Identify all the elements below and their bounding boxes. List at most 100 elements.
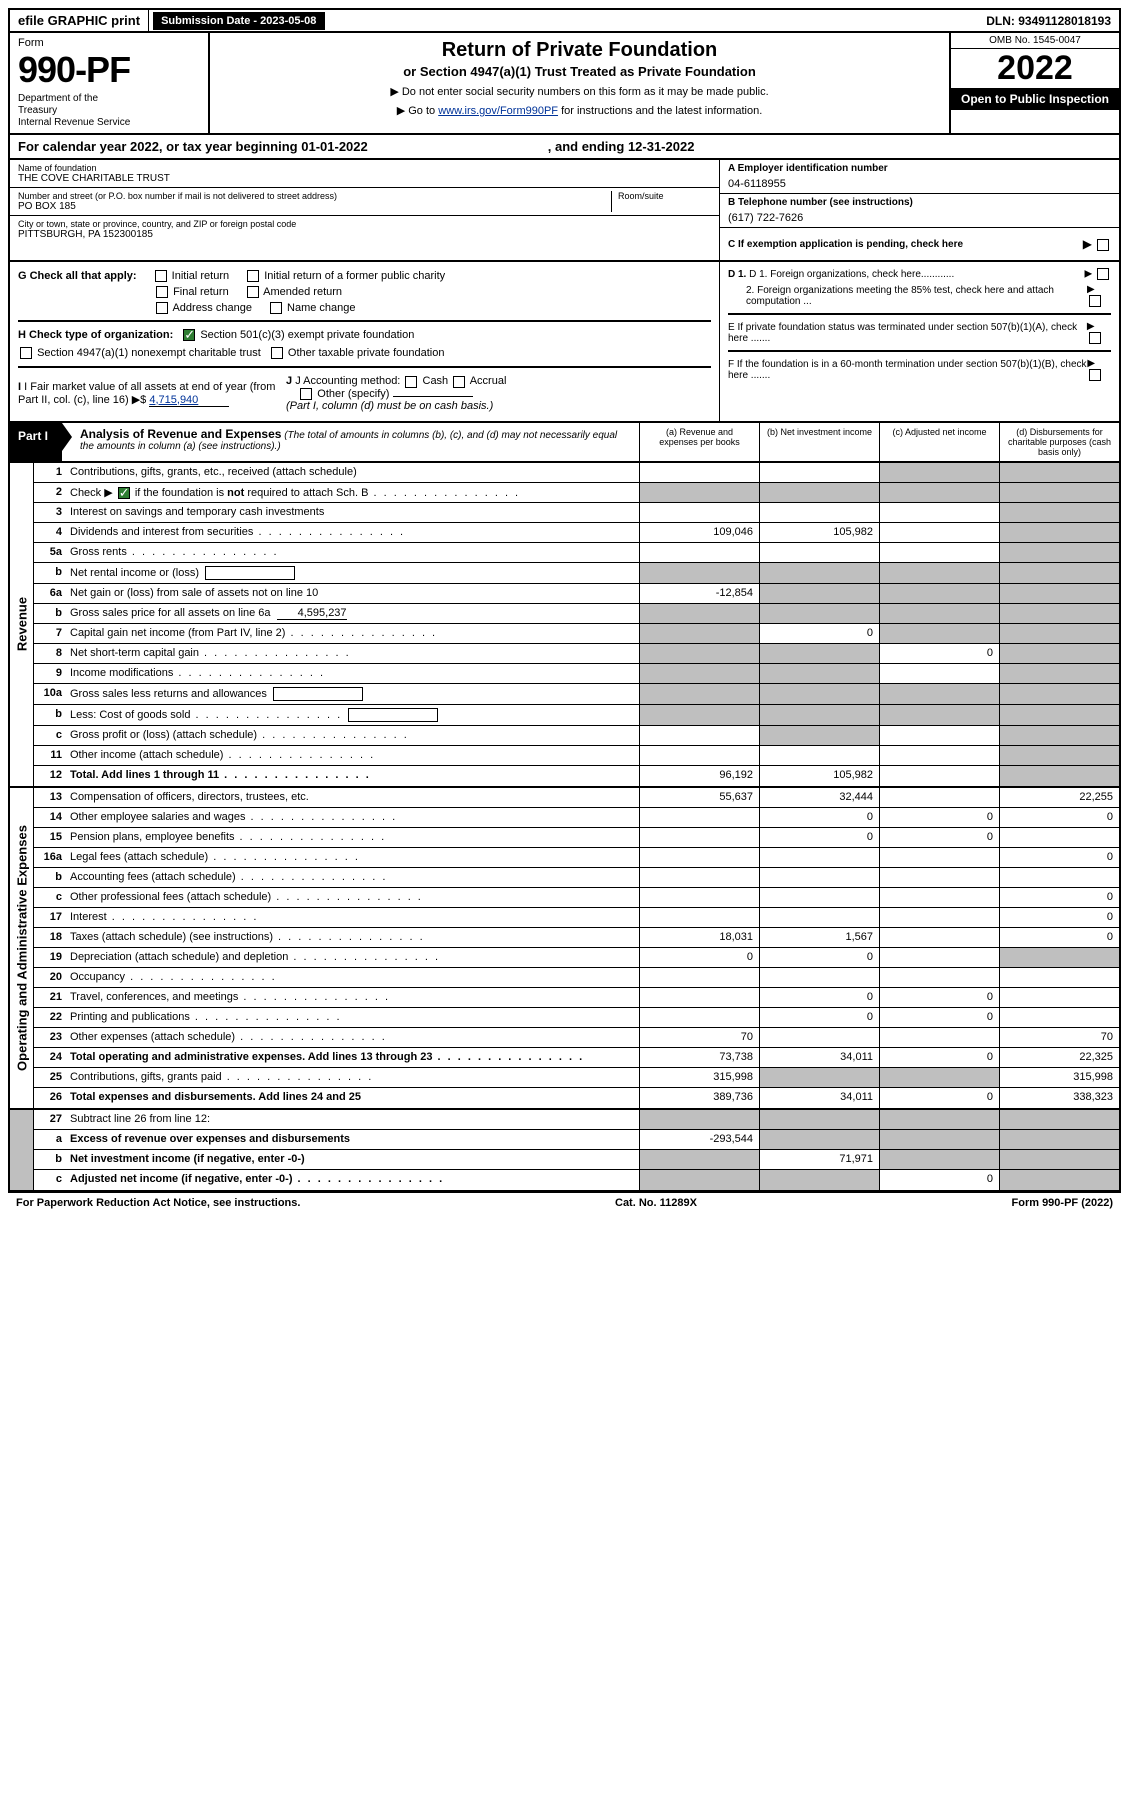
table-cell bbox=[999, 523, 1119, 542]
header-left: Form 990-PF Department of theTreasuryInt… bbox=[10, 33, 210, 133]
other-taxable-checkbox[interactable] bbox=[271, 347, 283, 359]
table-cell bbox=[639, 563, 759, 583]
table-row: bAccounting fees (attach schedule) bbox=[34, 868, 1119, 888]
name-right: A Employer identification number 04-6118… bbox=[719, 160, 1119, 260]
table-cell bbox=[879, 624, 999, 643]
col-c-header: (c) Adjusted net income bbox=[879, 423, 999, 461]
address-change-checkbox[interactable] bbox=[156, 302, 168, 314]
col-b-header: (b) Net investment income bbox=[759, 423, 879, 461]
e-checkbox[interactable] bbox=[1089, 332, 1101, 344]
table-cell bbox=[999, 684, 1119, 704]
d2-checkbox[interactable] bbox=[1089, 295, 1101, 307]
row-number: 1 bbox=[34, 463, 66, 482]
expense-side-label: Operating and Administrative Expenses bbox=[10, 788, 34, 1108]
table-row: cGross profit or (loss) (attach schedule… bbox=[34, 726, 1119, 746]
table-cell bbox=[759, 1130, 879, 1149]
omb-number: OMB No. 1545-0047 bbox=[951, 33, 1119, 49]
table-cell bbox=[759, 1028, 879, 1047]
row-number: b bbox=[34, 563, 66, 583]
row-number: 2 bbox=[34, 483, 66, 502]
table-cell bbox=[879, 1130, 999, 1149]
row-desc: Less: Cost of goods sold bbox=[66, 705, 639, 725]
table-cell bbox=[639, 888, 759, 907]
irs-link[interactable]: www.irs.gov/Form990PF bbox=[438, 105, 558, 117]
cash-checkbox[interactable] bbox=[405, 376, 417, 388]
fmv-link[interactable]: 4,715,940 bbox=[149, 394, 229, 407]
other-method-checkbox[interactable] bbox=[300, 388, 312, 400]
initial-return-checkbox[interactable] bbox=[155, 270, 167, 282]
501c3-checkbox[interactable] bbox=[183, 329, 195, 341]
table-cell: 0 bbox=[999, 888, 1119, 907]
table-cell bbox=[639, 503, 759, 522]
row-number: 12 bbox=[34, 766, 66, 786]
row-desc: Compensation of officers, directors, tru… bbox=[66, 788, 639, 807]
table-cell bbox=[759, 726, 879, 745]
row-number: 11 bbox=[34, 746, 66, 765]
exemption-checkbox[interactable] bbox=[1097, 239, 1109, 251]
table-row: 8Net short-term capital gain0 bbox=[34, 644, 1119, 664]
row-desc: Travel, conferences, and meetings bbox=[66, 988, 639, 1007]
table-cell: 105,982 bbox=[759, 523, 879, 542]
amended-checkbox[interactable] bbox=[247, 286, 259, 298]
table-cell bbox=[639, 543, 759, 562]
table-cell bbox=[639, 664, 759, 683]
table-row: 16aLegal fees (attach schedule)0 bbox=[34, 848, 1119, 868]
table-row: 24Total operating and administrative exp… bbox=[34, 1048, 1119, 1068]
part1-desc: Analysis of Revenue and Expenses (The to… bbox=[62, 423, 639, 461]
table-cell bbox=[639, 463, 759, 482]
table-cell: 70 bbox=[999, 1028, 1119, 1047]
table-row: 7Capital gain net income (from Part IV, … bbox=[34, 624, 1119, 644]
table-row: 18Taxes (attach schedule) (see instructi… bbox=[34, 928, 1119, 948]
h-row: H Check type of organization: Section 50… bbox=[18, 326, 711, 344]
row-number: 19 bbox=[34, 948, 66, 967]
table-cell: -293,544 bbox=[639, 1130, 759, 1149]
table-cell bbox=[879, 684, 999, 704]
table-row: 27Subtract line 26 from line 12: bbox=[34, 1110, 1119, 1130]
table-cell: 109,046 bbox=[639, 523, 759, 542]
sch-b-checkbox[interactable] bbox=[118, 487, 130, 499]
row-number: 7 bbox=[34, 624, 66, 643]
d1-checkbox[interactable] bbox=[1097, 268, 1109, 280]
table-cell: 71,971 bbox=[759, 1150, 879, 1169]
table-cell bbox=[999, 1150, 1119, 1169]
table-cell bbox=[759, 503, 879, 522]
checks-left: G Check all that apply: Initial return I… bbox=[10, 262, 719, 421]
table-cell: 0 bbox=[879, 828, 999, 847]
instruction-1: ▶ Do not enter social security numbers o… bbox=[216, 85, 943, 98]
table-cell bbox=[999, 563, 1119, 583]
table-cell bbox=[999, 948, 1119, 967]
table-cell bbox=[999, 644, 1119, 663]
table-cell bbox=[999, 868, 1119, 887]
expense-section: Operating and Administrative Expenses 13… bbox=[8, 788, 1121, 1110]
name-change-checkbox[interactable] bbox=[270, 302, 282, 314]
final-return-checkbox[interactable] bbox=[156, 286, 168, 298]
row-number: 27 bbox=[34, 1110, 66, 1129]
row-desc: Gross sales less returns and allowances bbox=[66, 684, 639, 704]
row-number: b bbox=[34, 604, 66, 623]
table-cell: 0 bbox=[759, 988, 879, 1007]
table-cell bbox=[759, 868, 879, 887]
table-row: 9Income modifications bbox=[34, 664, 1119, 684]
initial-former-checkbox[interactable] bbox=[247, 270, 259, 282]
col-a-header: (a) Revenue and expenses per books bbox=[639, 423, 759, 461]
table-row: 5aGross rents bbox=[34, 543, 1119, 563]
table-cell bbox=[999, 463, 1119, 482]
row-desc: Income modifications bbox=[66, 664, 639, 683]
d1-row: D 1. D 1. Foreign organizations, check h… bbox=[728, 266, 1111, 282]
row-number: 4 bbox=[34, 523, 66, 542]
table-cell: 0 bbox=[879, 644, 999, 663]
i-j-row: I I Fair market value of all assets at e… bbox=[18, 372, 711, 414]
table-cell: 0 bbox=[879, 808, 999, 827]
f-checkbox[interactable] bbox=[1089, 369, 1101, 381]
table-row: 21Travel, conferences, and meetings00 bbox=[34, 988, 1119, 1008]
table-cell bbox=[759, 848, 879, 867]
table-cell bbox=[879, 908, 999, 927]
f-row: F If the foundation is in a 60-month ter… bbox=[728, 356, 1111, 383]
table-cell: 0 bbox=[759, 828, 879, 847]
row-desc: Net rental income or (loss) bbox=[66, 563, 639, 583]
row-number: b bbox=[34, 705, 66, 725]
4947-checkbox[interactable] bbox=[20, 347, 32, 359]
accrual-checkbox[interactable] bbox=[453, 376, 465, 388]
table-row: 3Interest on savings and temporary cash … bbox=[34, 503, 1119, 523]
row-number: 16a bbox=[34, 848, 66, 867]
